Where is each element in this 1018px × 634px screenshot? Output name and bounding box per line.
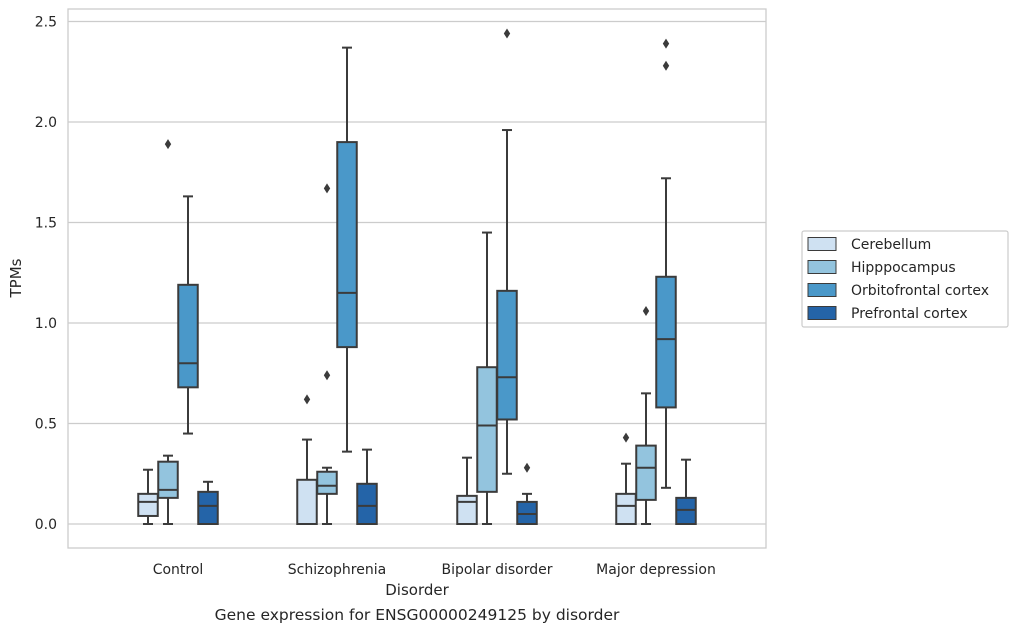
box-body <box>316 470 338 495</box>
outlier-point <box>662 38 670 49</box>
box-body <box>177 283 199 389</box>
legend-label: Cerebellum <box>851 237 931 253</box>
outlier-point <box>323 370 331 381</box>
outlier-point <box>662 60 670 71</box>
plot-frame <box>67 8 767 549</box>
box-body <box>137 492 159 517</box>
box-hipppocampus <box>635 305 657 525</box>
outlier-point <box>523 462 531 473</box>
outlier-point <box>323 183 331 194</box>
box-body <box>516 500 538 526</box>
legend-label: Hipppocampus <box>851 260 956 276</box>
legend-swatch <box>807 237 837 251</box>
box-body <box>157 460 179 499</box>
box-cerebellum <box>456 456 478 525</box>
x-axis-label: Disorder <box>385 581 449 599</box>
box-cerebellum <box>296 394 318 525</box>
box-orbitofrontal-cortex <box>655 38 677 489</box>
box-body <box>635 444 657 501</box>
y-tick-label: 2.5 <box>35 15 57 31</box>
legend-swatch <box>807 283 837 297</box>
y-tick-label: 0.0 <box>35 517 57 533</box>
box-orbitofrontal-cortex <box>496 28 518 475</box>
outlier-point <box>503 28 511 39</box>
box-prefrontal-cortex <box>356 448 378 525</box>
y-tick-label: 1.5 <box>35 216 57 232</box>
box-body <box>675 496 697 525</box>
box-cerebellum <box>137 468 159 525</box>
grid-lines <box>68 20 766 525</box>
legend-swatch <box>807 260 837 274</box>
y-tick-label: 1.0 <box>35 316 57 332</box>
legend: Cerebellum Hipppocampus Orbitofrontal cort… <box>801 230 1009 328</box>
outlier-point <box>622 432 630 443</box>
box-groups <box>137 28 697 526</box>
box-hipppocampus <box>157 139 179 525</box>
box-body <box>336 141 358 349</box>
legend-label: Prefrontal cortex <box>851 306 968 322</box>
box-body <box>496 289 518 421</box>
x-tick-label: Control <box>153 562 204 578</box>
y-tick-label: 2.0 <box>35 115 57 131</box>
x-axis-ticks: Control Schizophrenia Bipolar disorder Majo… <box>153 562 716 578</box>
y-axis-label: TPMs <box>7 258 25 298</box>
box-prefrontal-cortex <box>675 458 697 525</box>
x-tick-label: Bipolar disorder <box>441 562 552 578</box>
outlier-point <box>303 394 311 405</box>
box-prefrontal-cortex <box>516 462 538 526</box>
box-hipppocampus <box>476 231 498 525</box>
legend-frame <box>801 230 1009 328</box>
legend-label: Orbitofrontal cortex <box>851 283 989 299</box>
box-prefrontal-cortex <box>197 480 219 525</box>
y-tick-label: 0.5 <box>35 417 57 433</box>
figure-caption: Gene expression for ENSG00000249125 by d… <box>214 606 620 624</box>
box-body <box>296 478 318 525</box>
legend-swatch <box>807 306 837 320</box>
box-orbitofrontal-cortex <box>177 195 199 435</box>
y-axis-ticks: 0.0 0.5 1.0 1.5 2.0 2.5 <box>35 15 57 534</box>
box-body <box>615 492 637 526</box>
x-tick-label: Schizophrenia <box>288 562 386 578</box>
box-body <box>476 366 498 493</box>
box-body <box>655 275 677 409</box>
x-tick-label: Major depression <box>596 562 716 578</box>
box-body <box>356 482 378 525</box>
box-body <box>456 494 478 525</box>
box-orbitofrontal-cortex <box>336 46 358 453</box>
box-body <box>197 490 219 525</box>
outlier-point <box>642 305 650 316</box>
outlier-point <box>164 139 172 150</box>
box-cerebellum <box>615 432 637 526</box>
box-hipppocampus <box>316 183 338 525</box>
